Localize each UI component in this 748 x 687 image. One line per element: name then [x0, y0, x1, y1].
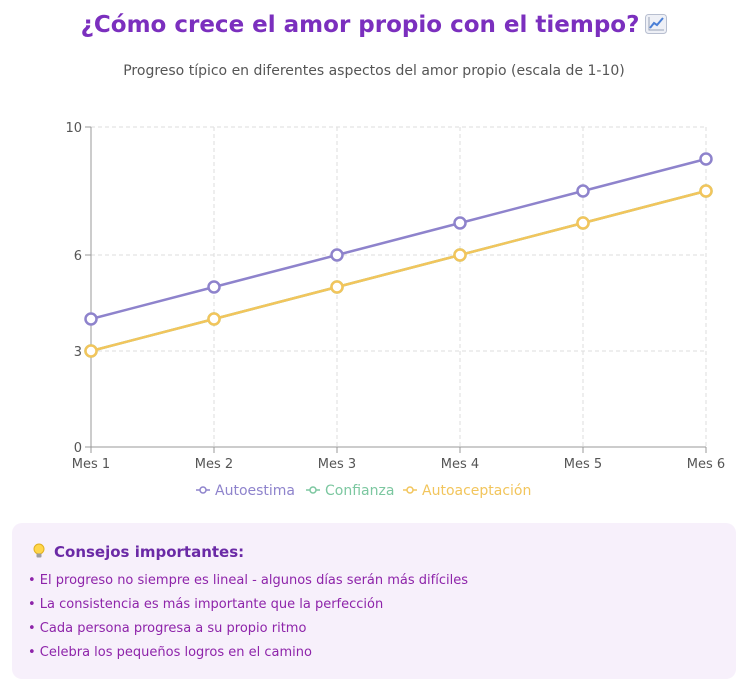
series-line-autoaceptación — [90, 189, 707, 353]
chart-subtitle: Progreso típico en diferentes aspectos d… — [123, 63, 625, 79]
tips-heading-row: Consejos importantes: — [32, 543, 244, 561]
data-point — [84, 312, 98, 326]
legend-label: Autoestima — [215, 483, 295, 499]
tip-item: • El progreso no siempre es lineal - alg… — [28, 573, 468, 588]
tip-item: • La consistencia es más importante que … — [28, 597, 384, 612]
legend-marker — [309, 486, 317, 494]
y-tick-label: 10 — [65, 121, 82, 136]
y-tick-label: 6 — [74, 249, 82, 264]
chart-title: ¿Cómo crece el amor propio con el tiempo… — [80, 12, 640, 38]
x-tick-label: Mes 2 — [195, 457, 233, 472]
chart-title-row: ¿Cómo crece el amor propio con el tiempo… — [0, 12, 748, 38]
x-tick-label: Mes 4 — [441, 457, 479, 472]
legend-label: Confianza — [325, 483, 394, 499]
y-tick-label: 3 — [74, 345, 82, 360]
tip-item: • Celebra los pequeños logros en el cami… — [28, 645, 312, 660]
x-tick-label: Mes 5 — [564, 457, 602, 472]
chart-increasing-icon — [645, 14, 668, 34]
data-point — [207, 280, 221, 294]
data-point — [453, 248, 467, 262]
legend-marker — [406, 486, 414, 494]
data-point — [84, 344, 98, 358]
data-point — [699, 184, 713, 198]
tip-item: • Cada persona progresa a su propio ritm… — [28, 621, 307, 636]
data-point — [699, 152, 713, 166]
data-point — [207, 312, 221, 326]
legend-label: Autoaceptación — [422, 483, 531, 499]
x-tick-label: Mes 6 — [687, 457, 725, 472]
data-point — [330, 280, 344, 294]
lightbulb-icon — [33, 543, 45, 558]
series-line-autoestima — [90, 157, 707, 321]
tips-heading: Consejos importantes: — [54, 543, 245, 561]
x-tick-label: Mes 3 — [318, 457, 356, 472]
data-point — [330, 248, 344, 262]
tips-panel: Consejos importantes: • El progreso no s… — [12, 523, 736, 679]
x-tick-label: Mes 1 — [72, 457, 110, 472]
tips-list: • El progreso no siempre es lineal - alg… — [28, 569, 468, 665]
legend-marker — [199, 486, 207, 494]
data-point — [453, 216, 467, 230]
data-point — [576, 184, 590, 198]
line-chart: 0 3 6 10 Mes 1 Mes 2 Mes 3 Mes 4 Mes 5 Mes 6 Autoe… — [65, 121, 725, 499]
y-tick-label: 0 — [74, 441, 82, 456]
data-point — [576, 216, 590, 230]
